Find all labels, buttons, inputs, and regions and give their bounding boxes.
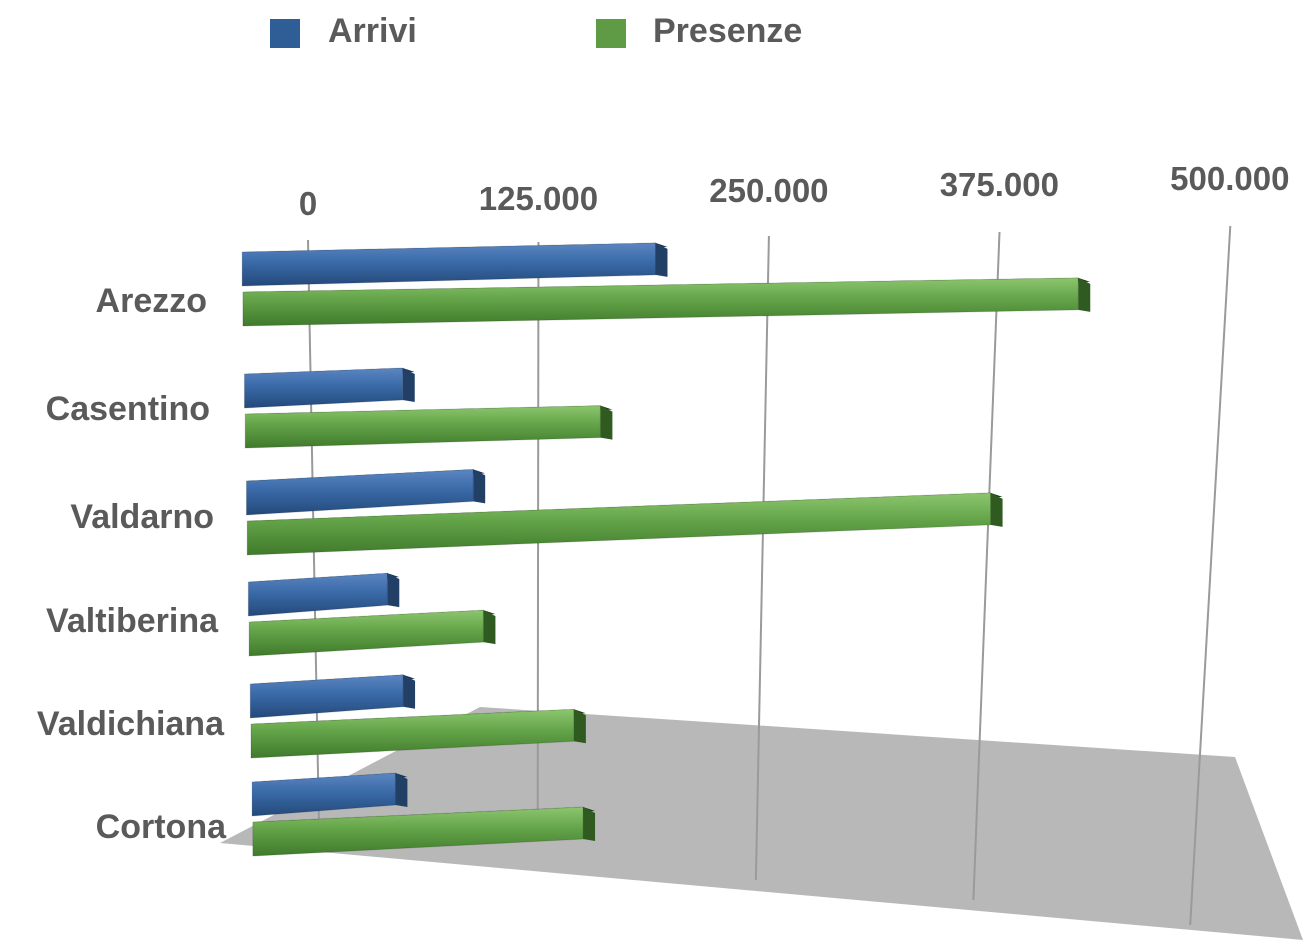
bar-front-face [241,242,656,287]
bar-presenze-cortona [252,806,596,857]
legend: Arrivi Presenze [270,12,802,50]
bar-end-face [395,773,408,808]
bar-arrivi-arezzo [241,242,668,287]
x-tick-label: 375.000 [940,166,1059,203]
category-label-valdichiana: Valdichiana [37,705,225,743]
bar-end-face [402,367,415,402]
category-labels: Arezzo Casentino Valdarno Valtiberina Valdic… [37,282,227,846]
bar-presenze-valtiberina [248,609,496,657]
x-tick-label: 250.000 [709,172,828,209]
x-axis-ticks: 0 125.000 250.000 375.000 500.000 [299,160,1290,222]
category-label-casentino: Casentino [46,390,210,428]
bar-arrivi-valdichiana [249,674,416,719]
bar-presenze-valdarno [246,492,1003,556]
x-tick-label: 0 [299,185,317,222]
bar-front-face [249,674,404,719]
bar-front-face [245,468,474,516]
bar-presenze-casentino [244,405,613,449]
bar-end-face [990,492,1003,527]
bar-arrivi-cortona [251,772,408,817]
bar-end-face [473,469,486,504]
bar-end-face [403,674,416,709]
bar-end-face [655,242,668,277]
bars [241,242,1091,857]
gridline [972,231,1001,901]
bar-end-face [1078,277,1091,312]
bar-presenze-arezzo [242,277,1091,327]
x-tick-label: 500.000 [1170,160,1289,197]
bar-end-face [483,610,496,645]
category-label-arezzo: Arezzo [96,282,207,320]
category-label-valdarno: Valdarno [70,498,214,536]
gridline [754,235,770,881]
bar-end-face [387,573,400,608]
bar-front-face [243,367,404,409]
bar-front-face [242,277,1079,327]
bar-end-face [583,807,596,842]
bar-end-face [573,709,586,744]
gridline [1189,225,1232,926]
legend-label-presenze: Presenze [653,12,802,50]
legend-swatch-presenze [596,19,626,48]
legend-swatch-arrivi [270,19,300,48]
category-label-cortona: Cortona [96,808,227,846]
bar-front-face [248,609,484,657]
bar-front-face [244,405,601,449]
bar-front-face [247,572,388,617]
legend-label-arrivi: Arrivi [328,12,417,50]
bar-arrivi-casentino [243,367,415,409]
bar-arrivi-valdarno [245,468,486,516]
floor-plane [220,707,1303,940]
bar-arrivi-valtiberina [247,572,400,617]
x-tick-label: 125.000 [479,180,598,217]
bar-presenze-valdichiana [250,708,586,759]
bar-end-face [600,405,613,440]
category-label-valtiberina: Valtiberina [46,602,219,640]
